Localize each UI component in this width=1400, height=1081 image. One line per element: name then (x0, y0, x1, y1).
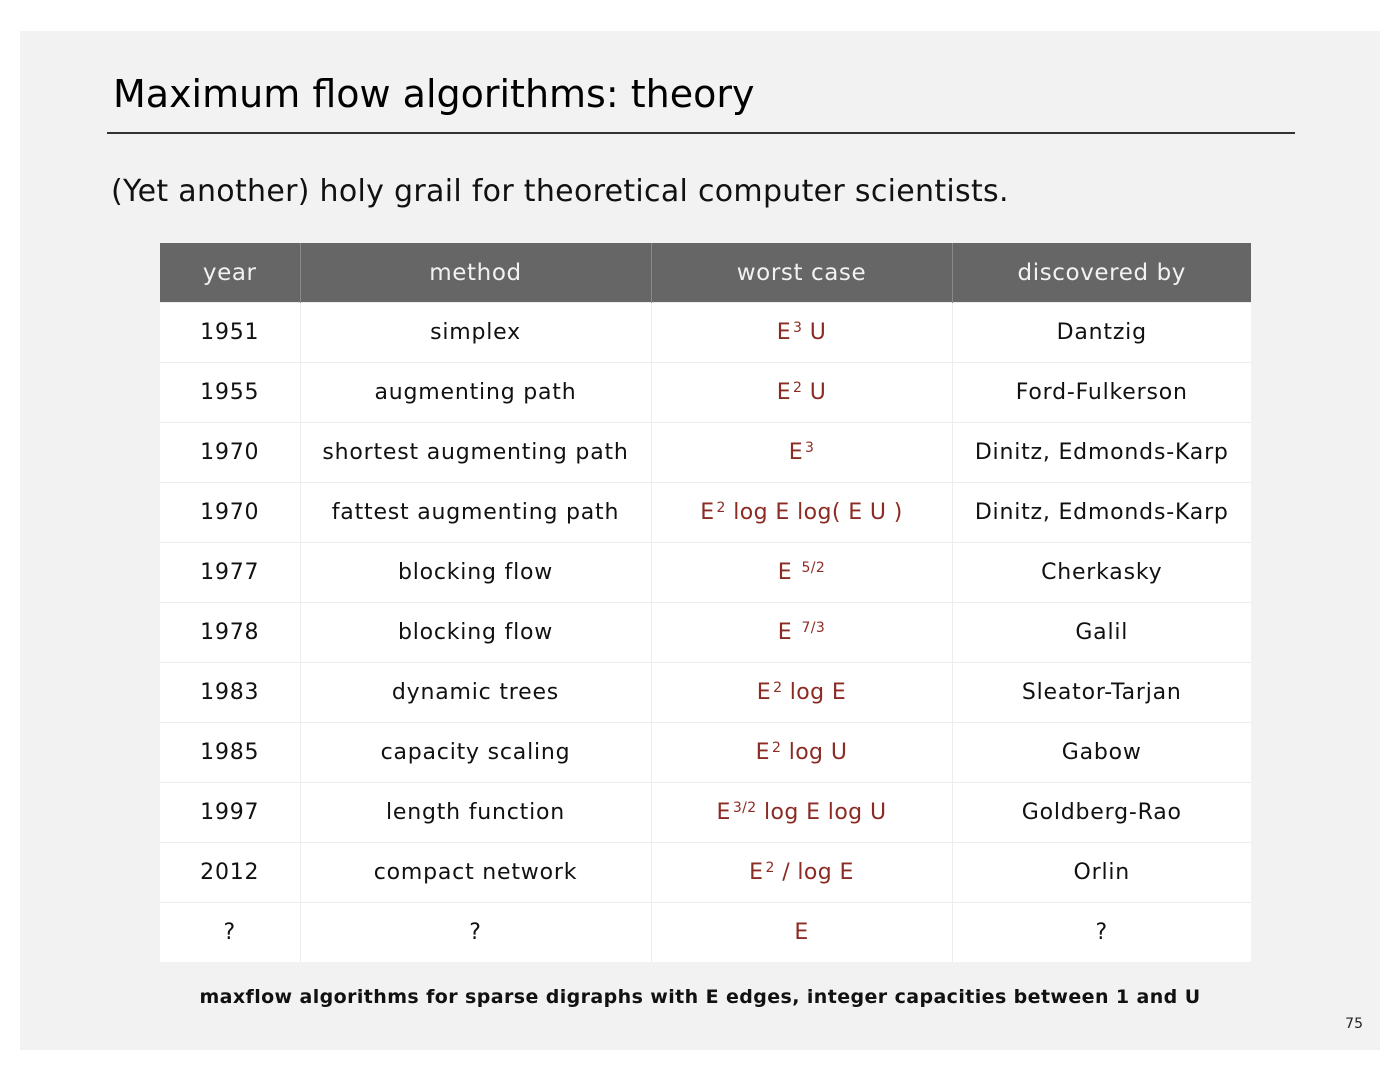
cell-method: ? (299, 902, 651, 962)
cell-year: ? (160, 902, 300, 962)
worst-case-rest: log E (782, 680, 847, 705)
worst-case-exponent: 3/2 (732, 800, 757, 816)
cell-year: 1985 (160, 722, 300, 783)
cell-year: 1977 (160, 542, 300, 603)
cell-discovered-by: Dinitz, Edmonds-Karp (951, 482, 1251, 543)
worst-case-base: E (755, 740, 770, 765)
table-row: 1985 capacity scaling E 2 log U Gabow (160, 722, 1251, 783)
cell-year: 1951 (160, 302, 300, 363)
table-row: 1997 length function E 3/2 log E log U Goldb… (160, 782, 1251, 843)
table-header-row: year method worst case discovered by (160, 243, 1251, 303)
worst-case-base: E (700, 500, 715, 525)
cell-discovered-by: Goldberg-Rao (951, 782, 1251, 843)
maxflow-algorithms-table: year method worst case discovered by 195… (160, 243, 1251, 962)
worst-case-rest: log E log( E U ) (725, 500, 903, 525)
worst-case-base: E (794, 920, 809, 945)
cell-discovered-by: Ford-Fulkerson (951, 362, 1251, 423)
header-worst-case: worst case (650, 243, 952, 303)
table-row: 1977 blocking flow E 5/2 Cherkasky (160, 542, 1251, 603)
worst-case-exponent: 7/3 (801, 620, 826, 636)
worst-case-exponent: 2 (793, 380, 803, 396)
table-row: 1951 simplex E 3 U Dantzig (160, 302, 1251, 363)
table-row: 1955 augmenting path E 2 U Ford-Fulkerson (160, 362, 1251, 423)
cell-method: simplex (299, 302, 651, 363)
worst-case-rest: log U (781, 740, 848, 765)
worst-case-base: E (716, 800, 731, 825)
cell-worst-case: E (650, 902, 952, 962)
cell-discovered-by: Orlin (951, 842, 1251, 903)
table-caption: maxflow algorithms for sparse digraphs w… (199, 986, 1201, 1008)
worst-case-base: E (776, 380, 792, 405)
cell-method: compact network (299, 842, 651, 903)
table-row: 1983 dynamic trees E 2 log E Sleator-Tarjan (160, 662, 1251, 723)
cell-discovered-by: Gabow (951, 722, 1251, 783)
slide-subtitle: (Yet another) holy grail for theoretical… (111, 174, 1009, 209)
slide-title: Maximum flow algorithms: theory (113, 72, 755, 116)
cell-year: 1970 (160, 482, 300, 543)
cell-discovered-by: ? (951, 902, 1251, 962)
cell-discovered-by: Dinitz, Edmonds-Karp (951, 422, 1251, 483)
cell-method: blocking flow (299, 602, 651, 663)
worst-case-base: E (756, 680, 772, 705)
table-row: 1978 blocking flow E 7/3 Galil (160, 602, 1251, 663)
worst-case-exponent: 2 (765, 860, 775, 876)
table-row: 2012 compact network E 2 / log E Orlin (160, 842, 1251, 903)
worst-case-rest: log E log U (756, 800, 887, 825)
cell-method: blocking flow (299, 542, 651, 603)
table-body: 1951 simplex E 3 U Dantzig 1955 augmenting pat… (160, 302, 1251, 962)
cell-year: 1983 (160, 662, 300, 723)
cell-discovered-by: Sleator-Tarjan (951, 662, 1251, 723)
cell-discovered-by: Cherkasky (951, 542, 1251, 603)
cell-year: 1970 (160, 422, 300, 483)
worst-case-exponent: 3 (805, 440, 815, 456)
cell-method: capacity scaling (299, 722, 651, 783)
worst-case-exponent: 2 (716, 500, 726, 516)
cell-year: 2012 (160, 842, 300, 903)
worst-case-exponent: 2 (771, 740, 782, 756)
worst-case-base: E (776, 320, 792, 345)
worst-case-base: E (749, 860, 764, 885)
cell-worst-case: E 5/2 (650, 542, 952, 603)
worst-case-rest: / log E (774, 860, 854, 885)
worst-case-exponent: 3 (793, 320, 803, 336)
header-year: year (160, 243, 300, 303)
cell-year: 1955 (160, 362, 300, 423)
worst-case-base: E (777, 620, 800, 645)
cell-worst-case: E 7/3 (650, 602, 952, 663)
worst-case-base: E (788, 440, 803, 465)
cell-method: length function (299, 782, 651, 843)
slide: Maximum flow algorithms: theory (Yet ano… (20, 31, 1380, 1050)
cell-year: 1978 (160, 602, 300, 663)
cell-discovered-by: Dantzig (951, 302, 1251, 363)
worst-case-rest: U (802, 380, 827, 405)
header-discovered-by: discovered by (951, 243, 1251, 303)
worst-case-exponent: 2 (773, 680, 783, 696)
cell-method: dynamic trees (299, 662, 651, 723)
title-divider (107, 132, 1295, 134)
worst-case-base: E (777, 560, 800, 585)
table-row: 1970 fattest augmenting path E 2 log E log(… (160, 482, 1251, 543)
worst-case-rest: U (802, 320, 827, 345)
table-row: 1970 shortest augmenting path E 3 Dinitz, Ed… (160, 422, 1251, 483)
cell-method: fattest augmenting path (299, 482, 651, 543)
cell-method: shortest augmenting path (299, 422, 651, 483)
table-row: ?? E? (160, 902, 1251, 962)
page-number: 75 (1345, 1016, 1363, 1032)
worst-case-exponent: 5/2 (801, 560, 826, 576)
header-method: method (299, 243, 651, 303)
cell-year: 1997 (160, 782, 300, 843)
cell-worst-case: E 3/2 log E log U (650, 782, 952, 843)
cell-method: augmenting path (299, 362, 651, 423)
cell-discovered-by: Galil (951, 602, 1251, 663)
